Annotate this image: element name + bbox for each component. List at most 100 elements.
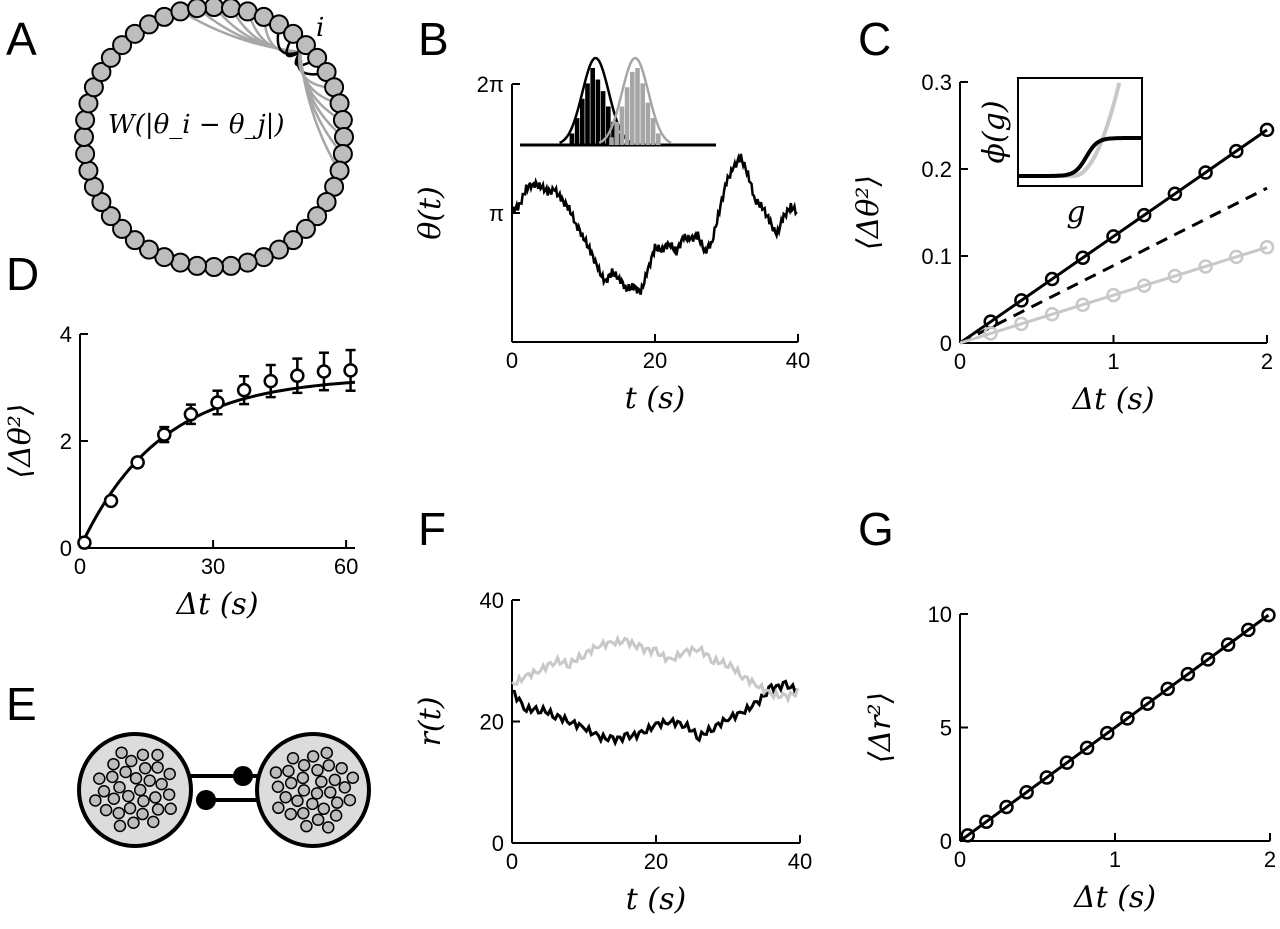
- ring-node: [91, 62, 112, 82]
- series-line: [967, 615, 1269, 836]
- chart-d: 0 30 60 0 2 4 Δt (s) ⟨Δθ²⟩: [3, 322, 358, 622]
- x-tick-label: 0: [954, 349, 966, 374]
- ring-node: [124, 23, 145, 44]
- pool-neuron: [113, 819, 127, 833]
- pool-neuron: [315, 775, 328, 788]
- data-point: [103, 493, 119, 509]
- ring-node: [316, 192, 337, 212]
- pool-neuron: [136, 807, 149, 821]
- pool-neuron: [297, 759, 311, 772]
- two-pool-diagram: [77, 732, 371, 848]
- inset-hist-bar: [619, 106, 625, 145]
- node-i-label: i: [316, 13, 324, 43]
- ring-node: [269, 14, 289, 35]
- pool-neuron: [291, 794, 304, 808]
- pool-neuron: [329, 809, 343, 822]
- ring-node: [78, 160, 99, 181]
- y-axis-label: ⟨Δθ²⟩: [851, 175, 886, 250]
- pool-neurons: [89, 746, 360, 834]
- chart-f: 0 20 40 0 20 40 t (s) r(t): [413, 588, 812, 917]
- data-point: [1229, 143, 1244, 159]
- ring-node: [139, 239, 159, 260]
- ring-node: [332, 143, 353, 164]
- y-tick-label: 4: [60, 322, 72, 347]
- y-axis-label: ⟨Δr²⟩: [863, 692, 898, 763]
- data-point: [999, 799, 1014, 815]
- y-tick-label: 2π: [477, 72, 504, 97]
- pool-neuron: [155, 777, 168, 791]
- pool-neuron: [134, 783, 147, 797]
- chart-b: 0 20 40 π 2π t (s) θ(t): [413, 56, 810, 416]
- data-point: [960, 828, 975, 843]
- pool-neuron: [320, 746, 334, 760]
- kernel-label: W(|θ_i − θ_j|): [108, 110, 285, 140]
- ring-node: [75, 143, 96, 164]
- inset-hist-bar: [635, 68, 640, 145]
- ring-node: [112, 218, 133, 239]
- ring-node: [75, 110, 96, 131]
- pool-neuron: [324, 786, 337, 799]
- data-point: [1198, 165, 1213, 180]
- pool-neuron: [137, 794, 150, 808]
- data-point: [1075, 250, 1091, 265]
- ring-node: [332, 110, 353, 131]
- pool-neuron: [107, 757, 120, 771]
- panel-letter-d: D: [6, 248, 39, 300]
- x-tick-label: 60: [334, 554, 358, 579]
- y-tick-label: 0: [940, 331, 952, 356]
- inset-box: [1017, 77, 1143, 187]
- pool-neuron: [317, 802, 331, 816]
- pool-neuron: [149, 791, 162, 804]
- data-point: [1044, 307, 1060, 322]
- y-tick-label: 2: [60, 429, 72, 454]
- data-point: [157, 427, 172, 442]
- panel-letter-g: G: [858, 503, 894, 555]
- pool-neuron: [123, 802, 137, 815]
- pool-neuron: [311, 763, 324, 777]
- data-point: [1180, 666, 1196, 682]
- y-tick-label: 20: [480, 710, 504, 735]
- rate-trace: [511, 679, 799, 747]
- pool-neuron: [297, 806, 310, 820]
- data-point: [316, 364, 332, 379]
- data-point: [1106, 229, 1121, 244]
- pool-neuron: [99, 803, 113, 817]
- pool-neuron: [127, 816, 140, 830]
- data-point: [1198, 259, 1213, 274]
- data-point: [1140, 696, 1155, 711]
- y-tick-label: 0: [60, 536, 72, 561]
- x-tick-label: 30: [201, 554, 225, 579]
- pool-neuron: [271, 780, 285, 794]
- inset-hist-bar: [574, 118, 580, 145]
- inset-hist-bar: [624, 87, 630, 145]
- data-point: [1044, 271, 1060, 287]
- data-point: [1014, 316, 1029, 332]
- data-point: [210, 395, 225, 410]
- ring-node: [100, 206, 121, 227]
- inset-x-label: g: [1066, 195, 1085, 230]
- inset-hist-bar: [590, 68, 595, 145]
- data-point: [1039, 770, 1055, 785]
- pool-neuron: [136, 748, 150, 762]
- pool-neuron: [119, 765, 132, 779]
- inset-hist-bar: [611, 121, 616, 145]
- pool-neuron: [297, 784, 311, 797]
- pool-neuron: [300, 819, 313, 833]
- ring-node: [220, 255, 241, 276]
- data-point: [1120, 711, 1135, 726]
- data-point: [1241, 622, 1256, 638]
- rate-trace: [511, 634, 800, 704]
- y-tick-label: 5: [940, 716, 952, 741]
- data-point: [1059, 755, 1075, 770]
- pool-neuron: [284, 807, 297, 821]
- ring-node: [307, 47, 328, 68]
- x-axis-label: Δt (s): [175, 587, 258, 622]
- data-point: [236, 382, 252, 398]
- x-axis-label: Δt (s): [1071, 382, 1154, 417]
- data-point: [1079, 740, 1095, 756]
- pool-neuron: [129, 772, 143, 785]
- data-point: [979, 814, 994, 829]
- pool-neuron: [122, 789, 135, 803]
- ring-node: [204, 0, 224, 17]
- pool-neuron: [269, 766, 283, 779]
